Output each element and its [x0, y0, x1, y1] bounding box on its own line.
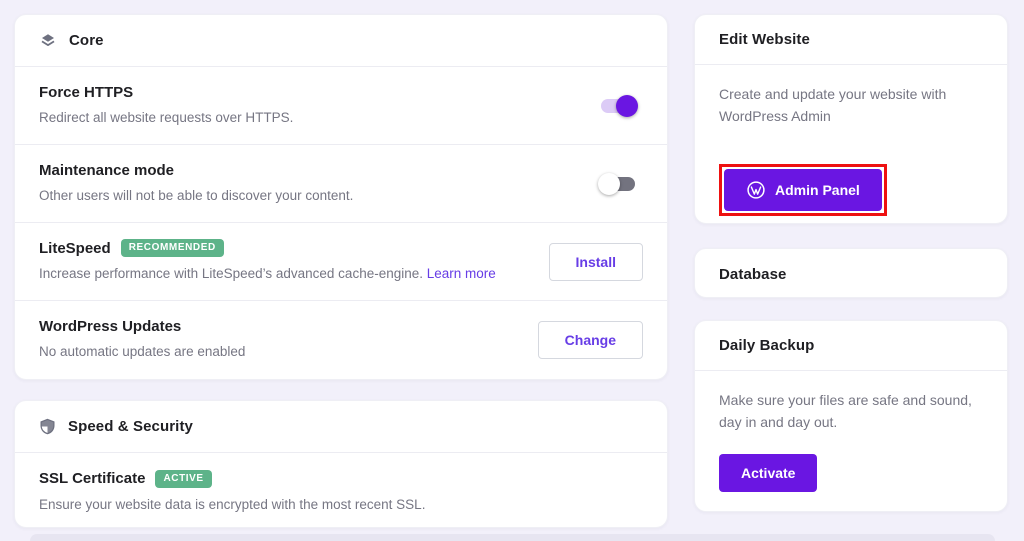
recommended-badge: RECOMMENDED: [120, 239, 224, 258]
edit-website-title: Edit Website: [719, 31, 810, 48]
database-card: Database: [694, 248, 1008, 298]
litespeed-description-text: Increase performance with LiteSpeed’s ad…: [39, 266, 423, 282]
core-card-header: Core: [15, 15, 667, 67]
maintenance-mode-toggle[interactable]: [598, 172, 635, 195]
toggle-knob: [598, 172, 620, 195]
database-title: Database: [719, 265, 787, 283]
force-https-title: Force HTTPS: [39, 83, 134, 101]
wordpress-updates-row: WordPress Updates No automatic updates a…: [15, 301, 667, 379]
speed-security-header: Speed & Security: [15, 401, 667, 453]
force-https-row: Force HTTPS Redirect all website request…: [15, 67, 667, 145]
shield-icon: [39, 418, 56, 435]
wordpress-updates-title: WordPress Updates: [39, 318, 182, 336]
daily-backup-header: Daily Backup: [695, 321, 1007, 371]
activate-button[interactable]: Activate: [719, 453, 818, 492]
admin-panel-button-label: Admin Panel: [775, 181, 860, 198]
admin-panel-button[interactable]: Admin Panel: [724, 168, 882, 211]
speed-security-card: Speed & Security SSL Certificate ACTIVE …: [14, 400, 668, 528]
edit-website-header: Edit Website: [695, 15, 1007, 65]
layers-icon: [39, 32, 57, 50]
edit-website-card: Edit Website Create and update your webs…: [694, 14, 1008, 224]
daily-backup-card: Daily Backup Make sure your files are sa…: [694, 320, 1008, 512]
red-annotation-frame: Admin Panel: [719, 163, 887, 216]
install-button[interactable]: Install: [548, 242, 643, 281]
daily-backup-title: Daily Backup: [719, 337, 815, 354]
change-button[interactable]: Change: [537, 321, 643, 359]
core-card: Core Force HTTPS Redirect all website re…: [14, 14, 668, 380]
litespeed-row: LiteSpeed RECOMMENDED Increase performan…: [15, 223, 667, 301]
speed-security-title: Speed & Security: [68, 418, 193, 435]
toggle-knob: [616, 94, 638, 117]
learn-more-link[interactable]: Learn more: [426, 266, 496, 282]
daily-backup-description: Make sure your files are safe and sound,…: [719, 392, 972, 431]
litespeed-description: Increase performance with LiteSpeed’s ad…: [39, 265, 496, 283]
wordpress-icon: [746, 180, 766, 200]
ssl-certificate-row: SSL Certificate ACTIVE Ensure your websi…: [15, 453, 667, 531]
maintenance-mode-title: Maintenance mode: [39, 161, 175, 179]
edit-website-description: Create and update your website with Word…: [719, 86, 947, 125]
database-header: Database: [695, 249, 1007, 299]
next-section-stub: [30, 534, 995, 541]
ssl-certificate-description: Ensure your website data is encrypted wi…: [39, 496, 426, 512]
force-https-toggle[interactable]: [601, 94, 638, 117]
maintenance-mode-description: Other users will not be able to discover…: [39, 187, 354, 203]
force-https-description: Redirect all website requests over HTTPS…: [39, 109, 294, 125]
maintenance-mode-row: Maintenance mode Other users will not be…: [15, 145, 667, 223]
litespeed-title: LiteSpeed: [39, 239, 111, 257]
ssl-certificate-title: SSL Certificate: [39, 470, 146, 488]
core-card-title: Core: [69, 32, 104, 49]
wordpress-updates-description: No automatic updates are enabled: [39, 344, 246, 360]
active-badge: ACTIVE: [155, 469, 212, 488]
